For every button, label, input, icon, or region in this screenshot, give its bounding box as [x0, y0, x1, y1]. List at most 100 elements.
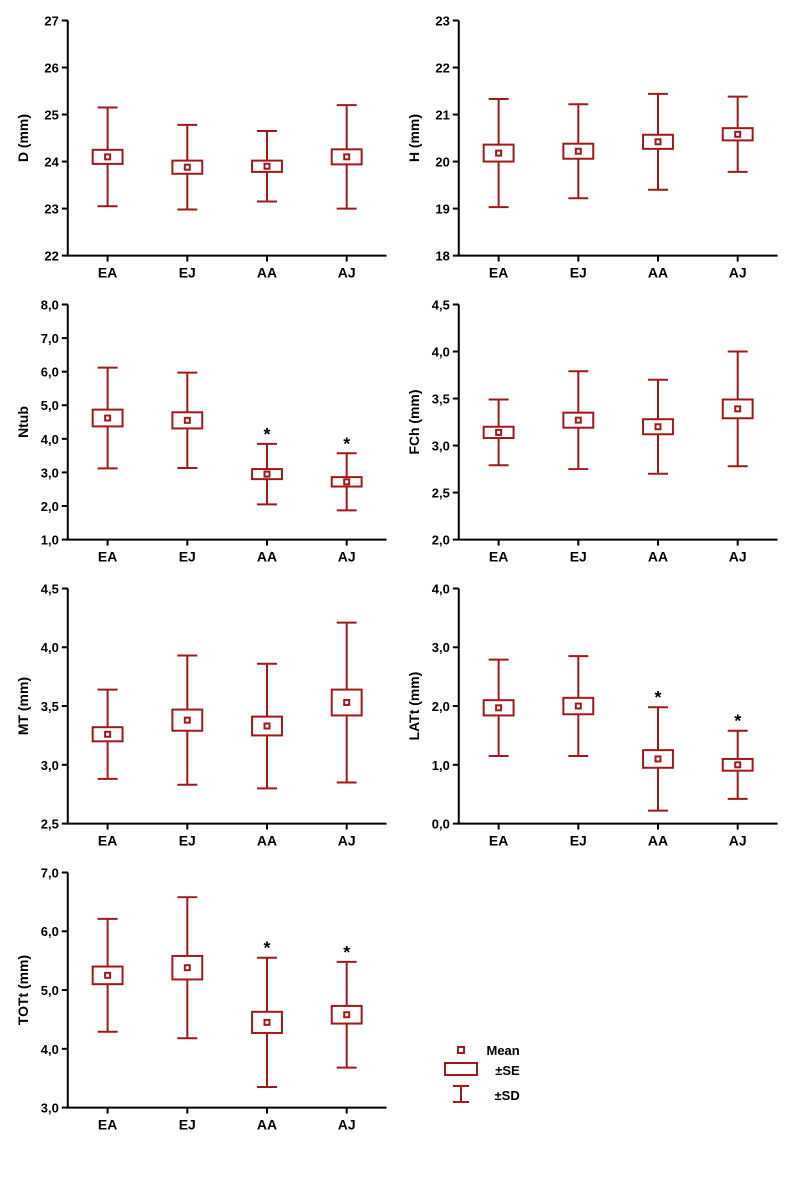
- y-axis-label: LATt (mm): [405, 672, 421, 741]
- mean-marker: [655, 424, 660, 429]
- mean-marker: [185, 418, 190, 423]
- y-tick-label: 27: [44, 13, 58, 28]
- chart-panel: 3,04,05,06,07,0EAEJAAAJTOTt (mm)**: [10, 862, 397, 1142]
- x-tick-label: EA: [488, 549, 507, 565]
- legend-se: ±SE: [441, 1060, 520, 1082]
- y-tick-label: 21: [435, 108, 449, 123]
- y-tick-label: 2,0: [41, 499, 59, 514]
- legend-mean-label: Mean: [487, 1043, 520, 1058]
- chart-panel: 1,02,03,04,05,06,07,08,0EAEJAAAJNtub**: [10, 294, 397, 574]
- y-tick-label: 26: [44, 61, 58, 76]
- mean-marker: [105, 416, 110, 421]
- y-tick-label: 25: [44, 108, 58, 123]
- panel-container: 2,02,53,03,54,04,5EAEJAAAJFCh (mm): [401, 294, 788, 574]
- mean-marker: [575, 704, 580, 709]
- significance-star: *: [343, 433, 350, 453]
- mean-marker: [575, 149, 580, 154]
- y-tick-label: 2,0: [431, 699, 449, 714]
- y-tick-label: 4,0: [431, 345, 449, 360]
- y-tick-label: 5,0: [41, 983, 59, 998]
- significance-star: *: [654, 687, 661, 707]
- legend-se-label: ±SE: [495, 1063, 519, 1078]
- x-tick-label: EJ: [569, 549, 586, 565]
- x-tick-label: EJ: [179, 833, 196, 849]
- mean-marker: [655, 139, 660, 144]
- y-tick-label: 6,0: [41, 924, 59, 939]
- mean-marker: [496, 430, 501, 435]
- chart-panel: 222324252627EAEJAAAJD (mm): [10, 10, 397, 290]
- y-tick-label: 3,5: [41, 699, 59, 714]
- mean-marker: [105, 973, 110, 978]
- x-tick-label: AA: [257, 265, 277, 281]
- x-tick-label: EA: [98, 265, 117, 281]
- legend-cell: Mean ±SE ±SD: [401, 862, 788, 1142]
- mean-marker: [265, 164, 270, 169]
- x-tick-label: AA: [647, 265, 667, 281]
- mean-marker: [105, 732, 110, 737]
- x-tick-label: AA: [647, 549, 667, 565]
- mean-marker: [735, 762, 740, 767]
- x-tick-label: EJ: [179, 265, 196, 281]
- se-icon: [441, 1060, 490, 1082]
- mean-marker: [496, 705, 501, 710]
- mean-icon: [441, 1042, 481, 1058]
- x-tick-label: AJ: [338, 265, 356, 281]
- y-axis-label: Ntub: [15, 406, 31, 438]
- x-tick-label: AJ: [338, 1117, 356, 1133]
- mean-marker: [265, 724, 270, 729]
- significance-star: *: [343, 942, 350, 962]
- x-tick-label: EJ: [569, 265, 586, 281]
- x-tick-label: AJ: [728, 549, 746, 565]
- y-axis-label: H (mm): [405, 114, 421, 162]
- mean-marker: [105, 154, 110, 159]
- x-tick-label: EA: [488, 265, 507, 281]
- x-tick-label: EJ: [179, 549, 196, 565]
- x-tick-label: EA: [98, 833, 117, 849]
- legend-sd-label: ±SD: [495, 1088, 520, 1103]
- sd-icon: [441, 1084, 489, 1108]
- panel-container: 181920212223EAEJAAAJH (mm): [401, 10, 788, 290]
- chart-grid: 222324252627EAEJAAAJD (mm)181920212223EA…: [10, 10, 787, 1142]
- x-tick-label: AA: [257, 1117, 277, 1133]
- y-tick-label: 3,0: [41, 758, 59, 773]
- mean-marker: [575, 418, 580, 423]
- significance-star: *: [264, 938, 271, 958]
- chart-panel: 2,02,53,03,54,04,5EAEJAAAJFCh (mm): [401, 294, 788, 574]
- mean-marker: [735, 132, 740, 137]
- y-tick-label: 4,0: [41, 432, 59, 447]
- mean-marker: [344, 154, 349, 159]
- y-tick-label: 23: [435, 13, 449, 28]
- mean-marker: [185, 965, 190, 970]
- y-tick-label: 24: [44, 155, 59, 170]
- mean-marker: [344, 479, 349, 484]
- y-tick-label: 20: [435, 155, 449, 170]
- mean-marker: [655, 756, 660, 761]
- chart-panel: 2,53,03,54,04,5EAEJAAAJMT (mm): [10, 578, 397, 858]
- significance-star: *: [264, 424, 271, 444]
- mean-marker: [185, 165, 190, 170]
- y-tick-label: 2,0: [431, 533, 449, 548]
- x-tick-label: EA: [488, 833, 507, 849]
- x-tick-label: AA: [257, 833, 277, 849]
- y-tick-label: 22: [44, 249, 58, 264]
- panel-container: 0,01,02,03,04,0EAEJAAAJLATt (mm)**: [401, 578, 788, 858]
- y-tick-label: 4,0: [41, 640, 59, 655]
- y-tick-label: 22: [435, 61, 449, 76]
- x-tick-label: EJ: [179, 1117, 196, 1133]
- y-tick-label: 3,0: [431, 640, 449, 655]
- y-tick-label: 19: [435, 202, 449, 217]
- y-tick-label: 3,0: [431, 439, 449, 454]
- chart-panel: 0,01,02,03,04,0EAEJAAAJLATt (mm)**: [401, 578, 788, 858]
- y-tick-label: 1,0: [431, 758, 449, 773]
- y-axis-label: TOTt (mm): [15, 955, 31, 1025]
- chart-panel: 181920212223EAEJAAAJH (mm): [401, 10, 788, 290]
- y-tick-label: 18: [435, 249, 449, 264]
- y-tick-label: 6,0: [41, 365, 59, 380]
- y-axis-label: FCh (mm): [405, 390, 421, 455]
- y-tick-label: 3,0: [41, 1101, 59, 1116]
- legend-mean: Mean: [441, 1042, 520, 1058]
- legend: Mean ±SE ±SD: [441, 1042, 520, 1110]
- panel-container: 222324252627EAEJAAAJD (mm): [10, 10, 397, 290]
- y-tick-label: 4,0: [431, 581, 449, 596]
- x-tick-label: AJ: [728, 833, 746, 849]
